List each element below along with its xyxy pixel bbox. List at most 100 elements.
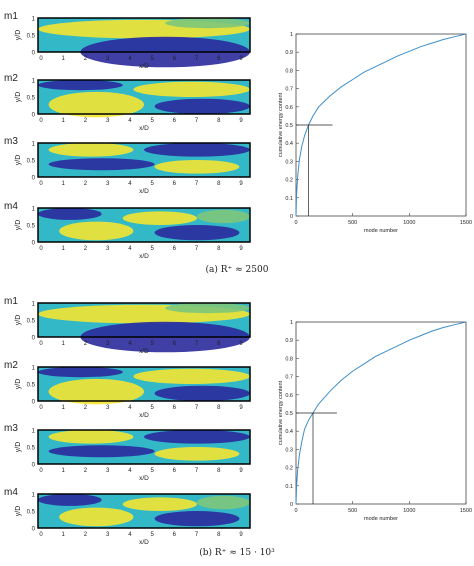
y-tick-label: 0 xyxy=(32,463,36,469)
x-tick-label: 0 xyxy=(39,246,43,252)
y-axis-label: y/D xyxy=(15,155,22,166)
y-tick-label: 0.5 xyxy=(285,411,293,417)
x-tick-label: 0 xyxy=(39,118,43,124)
y-tick-label: 0 xyxy=(32,336,36,342)
y-axis-label: cumulative energy content xyxy=(278,92,284,157)
x-tick-label: 6 xyxy=(173,56,177,62)
x-tick-label: 7 xyxy=(195,341,199,347)
mode-label: m2 xyxy=(4,360,18,371)
x-tick-label: 6 xyxy=(173,532,177,538)
x-tick-label: 500 xyxy=(348,220,357,226)
x-tick-label: 7 xyxy=(195,468,199,474)
mode-plot: m3 0 0.5 1 y/D 0 1 2 3 4 5 6 7 8 9 x/D xyxy=(4,136,251,195)
x-tick-label: 4 xyxy=(128,181,132,187)
x-tick-label: 2 xyxy=(84,532,88,538)
mode-plot: m3 0 0.5 1 y/D 0 1 2 3 4 5 6 7 8 9 x/D xyxy=(4,423,251,482)
x-axis-label: x/D xyxy=(139,475,149,482)
y-tick-label: 0.5 xyxy=(285,123,293,129)
y-tick-label: 0.8 xyxy=(285,68,293,74)
x-tick-label: 2 xyxy=(84,468,88,474)
y-tick-label: 1 xyxy=(32,79,36,85)
x-tick-label: 0 xyxy=(294,220,297,226)
x-tick-label: 6 xyxy=(173,341,177,347)
x-tick-label: 4 xyxy=(128,341,132,347)
y-tick-label: 1 xyxy=(32,142,36,148)
x-tick-label: 0 xyxy=(39,181,43,187)
x-tick-label: 1500 xyxy=(460,508,472,514)
x-tick-label: 8 xyxy=(217,56,221,62)
x-tick-label: 1 xyxy=(62,118,66,124)
x-tick-label: 2 xyxy=(84,56,88,62)
y-tick-label: 1 xyxy=(32,366,36,372)
x-tick-label: 3 xyxy=(106,468,110,474)
x-tick-label: 7 xyxy=(195,246,199,252)
y-tick-label: 0.6 xyxy=(285,105,293,111)
x-tick-label: 2 xyxy=(84,181,88,187)
y-axis-label: y/D xyxy=(15,506,22,517)
y-tick-label: 0 xyxy=(32,51,36,57)
x-tick-label: 5 xyxy=(150,405,154,411)
y-axis-label: y/D xyxy=(15,315,22,326)
y-tick-label: 0.5 xyxy=(27,446,36,452)
y-tick-label: 0.1 xyxy=(285,196,293,202)
x-tick-label: 7 xyxy=(195,181,199,187)
x-tick-label: 9 xyxy=(239,56,243,62)
mode-plot: m2 0 0.5 1 y/D 0 1 2 3 4 5 6 7 8 9 x/D xyxy=(4,73,251,132)
x-tick-label: 9 xyxy=(239,118,243,124)
y-tick-label: 1 xyxy=(290,320,293,326)
x-tick-label: 1 xyxy=(62,246,66,252)
x-tick-label: 1 xyxy=(62,56,66,62)
mode-label: m1 xyxy=(4,11,18,22)
x-tick-label: 1000 xyxy=(403,220,415,226)
y-axis-label: y/D xyxy=(15,30,22,41)
y-tick-label: 0 xyxy=(32,113,36,119)
x-tick-label: 2 xyxy=(84,341,88,347)
y-tick-label: 0.3 xyxy=(285,159,293,165)
x-axis-label: x/D xyxy=(139,253,149,260)
y-tick-label: 0.6 xyxy=(285,393,293,399)
x-tick-label: 2 xyxy=(84,118,88,124)
y-tick-label: 0 xyxy=(32,400,36,406)
x-tick-label: 5 xyxy=(150,181,154,187)
x-tick-label: 7 xyxy=(195,118,199,124)
x-tick-label: 9 xyxy=(239,246,243,252)
y-tick-label: 0.5 xyxy=(27,96,36,102)
y-tick-label: 0.3 xyxy=(285,447,293,453)
x-tick-label: 1 xyxy=(62,181,66,187)
mode-label: m4 xyxy=(4,201,18,212)
x-tick-label: 3 xyxy=(106,532,110,538)
y-tick-label: 0.9 xyxy=(285,338,293,344)
y-axis-label: y/D xyxy=(15,442,22,453)
mode-plot: m2 0 0.5 1 y/D 0 1 2 3 4 5 6 7 8 9 x/D xyxy=(4,360,251,419)
y-tick-label: 1 xyxy=(32,17,36,23)
y-tick-label: 0.2 xyxy=(285,178,293,184)
x-tick-label: 8 xyxy=(217,246,221,252)
x-tick-label: 9 xyxy=(239,532,243,538)
mode-plot: m1 0 0.5 1 y/D 0 1 2 3 4 5 6 7 8 9 x/D xyxy=(4,296,251,355)
x-tick-label: 3 xyxy=(106,405,110,411)
mode-plot: m1 0 0.5 1 y/D 0 1 2 3 4 5 6 7 8 9 x/D xyxy=(4,11,251,70)
x-axis-label: x/D xyxy=(139,348,149,355)
x-tick-label: 0 xyxy=(39,532,43,538)
x-tick-label: 1 xyxy=(62,468,66,474)
x-tick-label: 0 xyxy=(39,405,43,411)
mode-label: m3 xyxy=(4,136,18,147)
x-tick-label: 5 xyxy=(150,341,154,347)
y-axis-label: y/D xyxy=(15,220,22,231)
y-tick-label: 0 xyxy=(32,241,36,247)
x-tick-label: 5 xyxy=(150,468,154,474)
y-tick-label: 0.5 xyxy=(27,159,36,165)
y-tick-label: 1 xyxy=(32,493,36,499)
y-tick-label: 1 xyxy=(32,207,36,213)
mode-label: m1 xyxy=(4,296,18,307)
x-tick-label: 5 xyxy=(150,532,154,538)
series-line xyxy=(295,33,467,217)
x-tick-label: 7 xyxy=(195,56,199,62)
x-tick-label: 500 xyxy=(348,508,357,514)
x-tick-label: 4 xyxy=(128,405,132,411)
x-axis-label: mode number xyxy=(364,228,398,234)
mode-label: m3 xyxy=(4,423,18,434)
x-tick-label: 2 xyxy=(84,246,88,252)
x-tick-label: 3 xyxy=(106,341,110,347)
x-tick-label: 1 xyxy=(62,532,66,538)
